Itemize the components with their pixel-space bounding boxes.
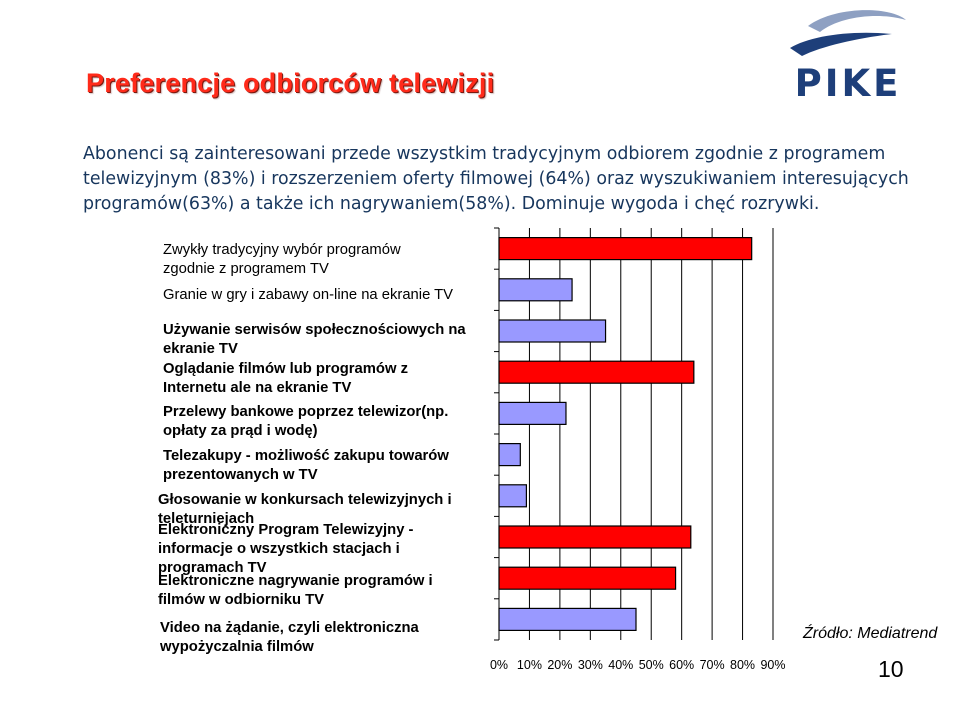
bar [498, 443, 521, 467]
category-label: Elektroniczne nagrywanie programów i fil… [158, 573, 433, 608]
x-tick-label: 10% [517, 658, 542, 672]
logo-text: PIKE [794, 62, 902, 105]
bar [498, 525, 692, 549]
bar [498, 566, 677, 590]
x-tick-label: 90% [760, 658, 785, 672]
x-tick-label: 40% [608, 658, 633, 672]
category-label: Telezakupy - możliwość zakupu towarów pr… [163, 448, 449, 483]
bar [498, 360, 695, 384]
logo-swoosh-top [808, 10, 906, 32]
bar [498, 607, 637, 632]
category-label: Oglądanie filmów lub programów z Interne… [163, 361, 408, 396]
category-label: Zwykły tradycyjny wybór programów zgodni… [163, 242, 401, 277]
x-tick-label: 30% [578, 658, 603, 672]
bar [498, 237, 753, 261]
bar [498, 484, 527, 508]
slide-title: Preferencje odbiorców telewizji [86, 68, 495, 98]
logo-swoosh-icon [790, 10, 906, 56]
category-label: Używanie serwisów społecznościowych na e… [163, 322, 466, 357]
category-label: Granie w gry i zabawy on-line na ekranie… [163, 287, 454, 303]
x-tick-label: 80% [730, 658, 755, 672]
category-label: Video na żądanie, czyli elektroniczna wy… [160, 620, 419, 655]
x-tick-label: 20% [547, 658, 572, 672]
pike-logo: PIKE [780, 4, 920, 105]
x-tick-label: 0% [490, 658, 508, 672]
bar [498, 319, 607, 343]
category-label: Głosowanie w konkursach telewizyjnych i … [158, 492, 452, 527]
x-tick-label: 70% [700, 658, 725, 672]
page-number: 10 [878, 656, 904, 682]
logo-swoosh-bottom [790, 32, 892, 56]
category-label: Przelewy bankowe poprzez telewizor(np. o… [163, 404, 449, 439]
source-note: Źródło: Mediatrend [803, 625, 938, 642]
x-tick-label: 60% [669, 658, 694, 672]
category-label: Elektroniczny Program Telewizyjny - info… [158, 522, 414, 576]
bar [498, 401, 567, 425]
bar [498, 278, 573, 302]
x-tick-label: 50% [639, 658, 664, 672]
intro-paragraph: Abonenci są zainteresowani przede wszyst… [83, 144, 909, 214]
